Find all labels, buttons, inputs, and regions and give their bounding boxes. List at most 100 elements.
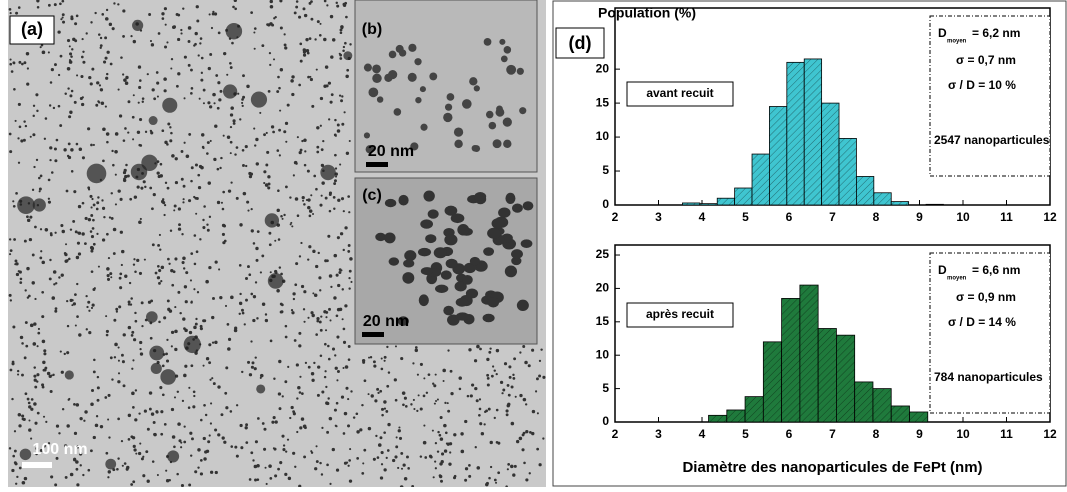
particle	[36, 345, 39, 348]
particle	[303, 13, 308, 18]
particle	[330, 285, 333, 289]
particle	[175, 84, 179, 88]
particle	[335, 468, 340, 472]
particle	[339, 28, 343, 32]
particle	[173, 204, 177, 208]
particle	[48, 104, 52, 107]
particle	[347, 464, 350, 467]
particle	[35, 446, 39, 450]
particle	[197, 173, 201, 177]
particle	[503, 139, 512, 149]
particle	[345, 15, 348, 19]
particle	[251, 361, 255, 365]
particle	[315, 187, 318, 191]
particle	[407, 72, 417, 82]
particle	[81, 38, 84, 41]
particle	[138, 117, 143, 122]
particle	[59, 124, 63, 127]
particle	[313, 361, 316, 365]
particle	[298, 15, 302, 19]
particle	[183, 425, 186, 428]
particle	[529, 431, 532, 434]
particle	[190, 166, 194, 170]
particle	[96, 386, 100, 390]
particle	[308, 37, 312, 40]
particle	[26, 266, 30, 271]
particle	[80, 55, 84, 59]
bar-hatch	[872, 388, 892, 422]
particle	[96, 81, 100, 85]
particle	[475, 399, 479, 403]
particle	[404, 250, 417, 261]
particle	[499, 380, 504, 384]
particle	[340, 269, 343, 272]
particle	[143, 258, 146, 261]
particle	[217, 31, 221, 35]
scale-label: 100 nm	[32, 441, 87, 458]
particle	[78, 452, 83, 456]
particle	[317, 365, 321, 369]
particle	[28, 237, 33, 242]
particle	[263, 447, 267, 451]
particle	[443, 305, 455, 316]
particle	[187, 40, 191, 43]
particle	[283, 213, 286, 217]
particle	[57, 30, 61, 34]
particle	[274, 420, 278, 424]
particle	[133, 195, 138, 199]
particle	[372, 457, 376, 461]
particle	[248, 175, 253, 179]
particle	[91, 67, 95, 71]
particle	[482, 313, 495, 323]
particle	[131, 330, 135, 334]
particle	[124, 81, 129, 86]
particle	[328, 416, 333, 421]
y-tick-label: 0	[602, 414, 609, 428]
particle	[208, 361, 212, 365]
particle	[113, 2, 116, 5]
particle	[12, 200, 15, 203]
particle	[352, 416, 356, 419]
particle	[194, 31, 198, 36]
particle	[434, 373, 437, 376]
particle	[138, 271, 143, 275]
particle	[449, 369, 453, 373]
scale-bar	[362, 332, 384, 337]
particle	[174, 181, 179, 185]
particle	[177, 72, 181, 76]
particle	[122, 35, 125, 38]
y-tick-label: 20	[596, 61, 610, 75]
particle	[224, 304, 228, 308]
particle	[272, 447, 275, 450]
particle	[122, 73, 125, 76]
particle	[420, 267, 434, 276]
particle	[383, 407, 387, 410]
particle	[128, 281, 132, 285]
particle	[64, 92, 67, 95]
particle	[189, 279, 193, 282]
particle	[222, 134, 225, 137]
particle	[296, 214, 300, 217]
particle	[376, 456, 380, 459]
stats-d: D	[938, 26, 947, 40]
particle	[138, 412, 141, 415]
particle	[94, 11, 97, 15]
particle	[292, 174, 295, 177]
particle	[349, 257, 353, 261]
particle	[74, 230, 78, 234]
particle	[298, 151, 302, 155]
particle	[33, 322, 37, 326]
particle	[31, 188, 35, 192]
particle	[349, 448, 352, 451]
particle	[338, 307, 343, 312]
particle	[315, 68, 318, 71]
particle	[114, 173, 117, 176]
particle	[419, 86, 426, 93]
particle	[325, 385, 328, 389]
particle	[333, 207, 336, 210]
particle	[190, 68, 193, 72]
particle	[229, 66, 233, 69]
particle	[106, 232, 109, 236]
particle	[326, 401, 330, 406]
particle	[497, 441, 501, 445]
